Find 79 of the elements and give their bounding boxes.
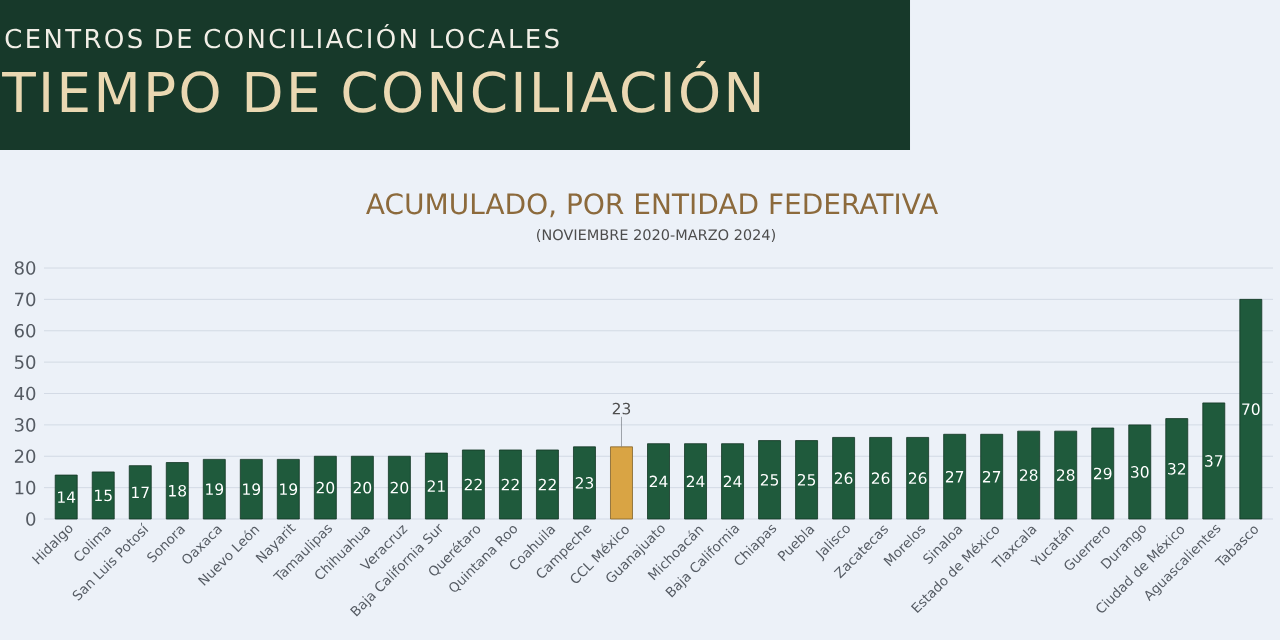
data-label: 30 <box>1131 466 1149 478</box>
data-label: 20 <box>353 481 372 494</box>
bar <box>54 474 78 520</box>
data-label: 26 <box>871 472 890 485</box>
chart-subtitle: ACUMULADO, POR ENTIDAD FEDERATIVA <box>366 193 938 218</box>
data-label: 19 <box>280 483 298 496</box>
data-label: 22 <box>538 478 556 491</box>
bar <box>1054 430 1078 520</box>
bar <box>1128 424 1152 520</box>
bar <box>721 443 744 520</box>
data-label: 24 <box>649 475 668 488</box>
data-label: 24 <box>723 475 742 488</box>
data-label: 28 <box>1056 469 1075 481</box>
data-label: 32 <box>1168 462 1186 475</box>
bar <box>499 449 522 520</box>
bar <box>350 455 374 520</box>
data-label: 25 <box>797 473 816 486</box>
data-label: 23 <box>612 402 631 415</box>
data-label: 19 <box>243 483 261 496</box>
bar <box>1165 418 1189 520</box>
y-tick-label: 30 <box>14 418 36 432</box>
bar <box>276 458 300 520</box>
bar <box>536 449 559 520</box>
y-tick-label: 40 <box>14 386 36 401</box>
data-label: 22 <box>464 478 482 491</box>
data-label: 37 <box>1205 455 1223 467</box>
bar <box>573 446 596 520</box>
data-label: 20 <box>390 481 409 494</box>
bar <box>128 465 152 520</box>
bar <box>1091 427 1115 520</box>
data-label: 17 <box>132 486 149 498</box>
bar <box>832 437 855 520</box>
y-tick-label: 80 <box>14 261 36 275</box>
bar <box>795 440 818 520</box>
data-label: 28 <box>1019 469 1038 481</box>
bar <box>202 458 226 520</box>
y-tick-label: 60 <box>14 323 36 338</box>
data-label: 18 <box>169 484 187 497</box>
data-label: 14 <box>58 491 76 503</box>
data-label: 27 <box>982 470 1001 483</box>
data-label: 21 <box>427 480 445 492</box>
data-label: 20 <box>316 481 335 494</box>
bar <box>1239 298 1263 520</box>
chart-title: TIEMPO DE CONCILIACIÓN <box>2 60 760 113</box>
bar <box>758 440 781 520</box>
data-label: 27 <box>945 470 964 483</box>
text: CENTROS DE CONCILIACIÓN LOCALES <box>5 23 559 49</box>
bar <box>943 433 967 520</box>
data-label: 29 <box>1094 467 1112 480</box>
data-label: 23 <box>575 477 594 489</box>
y-tick-label: 20 <box>14 449 36 464</box>
data-label: 15 <box>95 489 112 502</box>
data-label: 70 <box>1242 403 1260 416</box>
bar <box>1202 402 1226 520</box>
bar <box>906 437 930 520</box>
data-label: 24 <box>686 475 705 488</box>
bar <box>610 446 633 520</box>
bar <box>462 449 485 520</box>
y-tick-label: 0 <box>26 512 36 526</box>
bar <box>165 462 189 520</box>
bar <box>239 458 263 520</box>
bar <box>869 437 893 520</box>
bar <box>387 455 411 520</box>
y-tick-label: 50 <box>14 355 36 369</box>
data-label: 25 <box>760 473 779 486</box>
bar <box>424 452 448 520</box>
data-label: 26 <box>908 472 927 485</box>
bar <box>647 443 670 520</box>
bar <box>91 471 115 520</box>
data-label: 19 <box>206 483 224 496</box>
bar <box>980 433 1004 520</box>
y-tick-label: 10 <box>15 480 36 495</box>
y-tick-label: 70 <box>15 292 36 307</box>
bar <box>313 455 337 520</box>
text: (NOVIEMBRE 2020-MARZO 2024) <box>537 228 775 242</box>
bar <box>1017 430 1041 520</box>
data-label: 22 <box>501 478 519 491</box>
data-label: 26 <box>834 472 853 485</box>
bar <box>684 443 707 520</box>
